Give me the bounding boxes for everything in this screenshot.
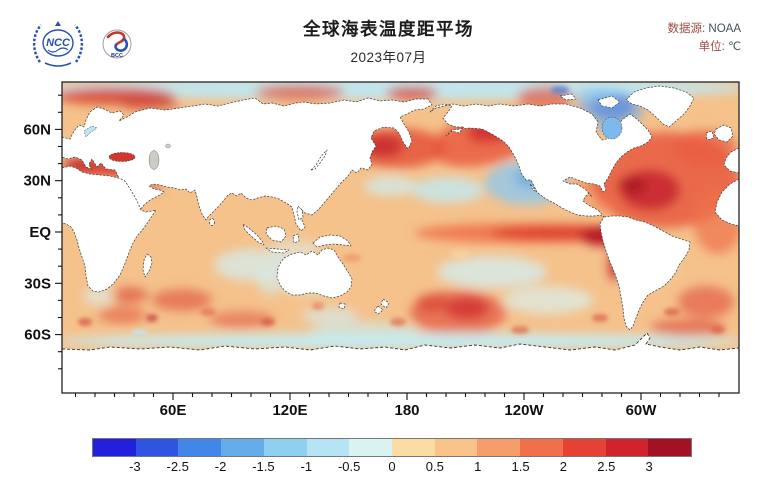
ncc-globe bbox=[42, 29, 74, 57]
island-baffin bbox=[597, 95, 621, 109]
colorbar-tick-label: 2 bbox=[559, 459, 568, 474]
unit-line: 单位: ℃ bbox=[668, 38, 741, 56]
colorbar-segment bbox=[520, 439, 563, 456]
island-srilanka bbox=[209, 218, 215, 226]
colorbar-tick-label: -3 bbox=[129, 459, 141, 474]
colorbar-segment bbox=[306, 439, 350, 456]
bcc-logo-text: BCC bbox=[111, 53, 123, 59]
island-sulawesi bbox=[292, 233, 300, 244]
axis-tick-label: 60N bbox=[23, 121, 51, 138]
y-axis: 60N 30N EQ 30S 60S bbox=[23, 94, 62, 370]
colorbar-tick-label: -1 bbox=[300, 459, 313, 474]
island-philippines bbox=[296, 205, 304, 221]
axis-tick-label: EQ bbox=[29, 224, 51, 241]
colorbar-segment bbox=[93, 439, 136, 456]
bcc-swirl-blue bbox=[114, 37, 129, 52]
hudson-bay bbox=[601, 116, 623, 140]
continent-antarctica bbox=[62, 333, 739, 393]
axis-tick-label: 120E bbox=[272, 402, 307, 419]
colorbar-segment bbox=[178, 439, 222, 456]
map-border bbox=[61, 81, 740, 394]
island-tasmania bbox=[338, 302, 346, 310]
colorbar-labels: -3 -2.5 -2 -1.5 -1 -0.5 0 0.5 1 1.5 2 2.5 3 bbox=[92, 459, 692, 475]
colorbar-segment bbox=[135, 439, 179, 456]
colorbar bbox=[92, 438, 692, 457]
island-greenland bbox=[625, 85, 695, 128]
ncc-banner bbox=[44, 62, 72, 67]
axis-tick-label: 30N bbox=[23, 173, 51, 190]
axis-tick-label: 60E bbox=[160, 402, 187, 419]
bcc-circle bbox=[102, 29, 132, 59]
axis-tick-label: 180 bbox=[394, 402, 419, 419]
chart-subtitle: 2023年07月 bbox=[350, 50, 427, 65]
colorbar-tick-label: 3 bbox=[645, 459, 653, 474]
aral-sea bbox=[165, 143, 171, 149]
continents bbox=[62, 85, 739, 331]
land-west-africa-edge bbox=[714, 178, 739, 227]
ncc-logo: NCC bbox=[32, 21, 84, 67]
island-new-guinea bbox=[312, 234, 352, 248]
colorbar-segment bbox=[392, 439, 435, 456]
colorbar-tick-label: 1.5 bbox=[511, 459, 530, 474]
continent-eurasia bbox=[62, 97, 433, 232]
colorbar-tick-label: -2.5 bbox=[166, 459, 189, 474]
colorbar-tick-label: -2 bbox=[214, 459, 227, 474]
island-great-britain bbox=[713, 124, 734, 143]
colorbar-tick-label: 0.5 bbox=[425, 459, 444, 474]
continent-south-america bbox=[599, 215, 691, 331]
data-source-label: 数据源: bbox=[667, 23, 706, 35]
meta-block: 数据源: NOAA 单位: ℃ bbox=[668, 20, 742, 57]
ncc-top-mark bbox=[55, 21, 61, 26]
title-block: 全球海表温度距平场 2023年07月 bbox=[0, 16, 777, 66]
colorbar-tick-label: -1.5 bbox=[252, 459, 275, 474]
ncc-waves bbox=[47, 47, 69, 53]
ncc-wreath-left bbox=[32, 24, 42, 63]
antarctica-coastline bbox=[62, 332, 739, 351]
axis-tick-label: 60W bbox=[626, 402, 658, 419]
unit-label: 单位: bbox=[698, 41, 725, 54]
continent-africa bbox=[62, 165, 157, 293]
island-new-zealand-north bbox=[380, 298, 390, 309]
colorbar-segment bbox=[263, 439, 307, 456]
chart-title: 全球海表温度距平场 bbox=[303, 19, 474, 39]
unit-value: ℃ bbox=[728, 41, 741, 54]
island-ireland bbox=[705, 130, 715, 141]
island-java bbox=[265, 247, 290, 254]
island-new-zealand-south bbox=[373, 305, 384, 315]
colorbar-segment bbox=[562, 439, 606, 456]
bcc-logo: BCC bbox=[102, 29, 132, 59]
colorbar-tick-label: 2.5 bbox=[597, 459, 616, 474]
island-japan bbox=[310, 149, 328, 171]
colorbar-segment bbox=[349, 439, 393, 456]
axis-tick-label: 120W bbox=[504, 402, 544, 419]
colorbar-tick-label: -0.5 bbox=[337, 459, 361, 474]
ncc-wreath-right bbox=[74, 24, 84, 63]
colorbar-segment bbox=[221, 439, 264, 456]
colorbar-tick-label: 0 bbox=[388, 459, 396, 474]
caspian-sea bbox=[148, 150, 160, 170]
island-madagascar bbox=[142, 253, 153, 278]
island-sumatra bbox=[242, 223, 265, 246]
axis-tick-label: 60S bbox=[24, 327, 51, 344]
continent-north-america bbox=[429, 103, 653, 218]
colorbar-segment bbox=[648, 439, 692, 456]
land-iberia-edge bbox=[723, 147, 739, 174]
x-axis: 60E 120E 180 120W 60W bbox=[74, 393, 720, 419]
ncc-logo-text: NCC bbox=[46, 37, 71, 49]
colorbar-segment bbox=[477, 439, 521, 456]
data-source-value: NOAA bbox=[708, 23, 741, 35]
colorbar-segment bbox=[605, 439, 649, 456]
baltic-sea bbox=[83, 125, 98, 138]
colorbar-tick-label: 1 bbox=[474, 459, 482, 474]
island-arctic-canada bbox=[559, 93, 577, 101]
axis-tick-label: 30S bbox=[24, 275, 51, 292]
continent-australia bbox=[276, 247, 353, 299]
black-sea bbox=[108, 152, 136, 162]
colorbar-segment bbox=[434, 439, 478, 456]
island-borneo bbox=[265, 225, 287, 243]
data-source-line: 数据源: NOAA bbox=[668, 20, 742, 38]
anomaly-speckles bbox=[78, 86, 725, 335]
